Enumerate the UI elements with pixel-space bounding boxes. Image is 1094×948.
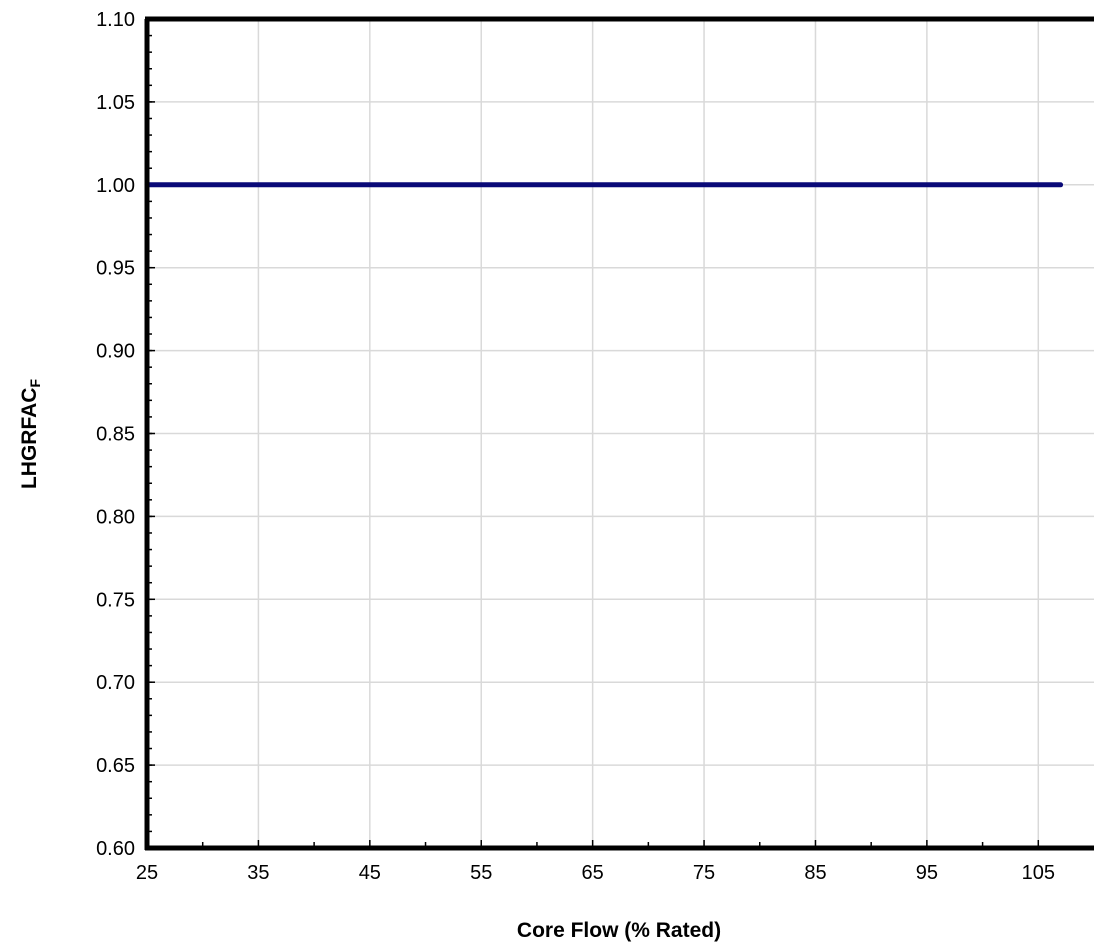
y-axis-title: LHGRFACF [18,379,43,490]
x-tick-label: 65 [582,862,604,884]
x-tick-label: 85 [804,862,826,884]
x-tick-label: 95 [916,862,938,884]
x-tick-label: 45 [359,862,381,884]
y-tick-label: 0.70 [96,672,135,694]
grid-lines [147,19,1094,848]
x-tick-label: 55 [470,862,492,884]
x-tick-labels: 25 35 45 55 65 75 85 95 105 [136,862,1055,884]
y-tick-labels: 0.60 0.65 0.70 0.75 0.80 0.85 0.90 0.95 1.00 1.05… [96,9,135,860]
y-axis-title-subscript: F [27,379,43,388]
y-tick-label: 0.90 [96,341,135,363]
y-tick-label: 0.65 [96,755,135,777]
x-tick-label: 75 [693,862,715,884]
y-tick-label: 1.00 [96,175,135,197]
y-axis-title-main: LHGRFAC [18,388,41,490]
y-tick-label: 1.10 [96,9,135,31]
x-tick-label: 25 [136,862,158,884]
y-tick-label: 0.85 [96,424,135,446]
y-tick-label: 0.80 [96,506,135,528]
x-tick-label: 105 [1022,862,1055,884]
y-tick-label: 0.60 [96,838,135,860]
x-axis-title: Core Flow (% Rated) [517,919,721,942]
y-tick-label: 0.95 [96,258,135,280]
y-tick-label: 1.05 [96,92,135,114]
x-tick-label: 35 [247,862,269,884]
y-tick-label: 0.75 [96,589,135,611]
plot-frame [144,16,1094,851]
